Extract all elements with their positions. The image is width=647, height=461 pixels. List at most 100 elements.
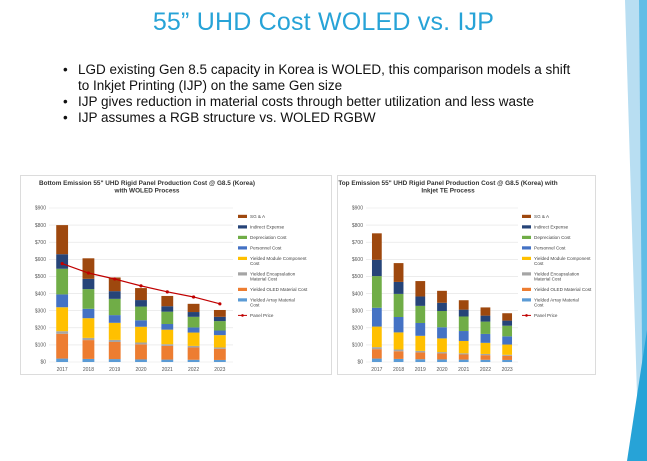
bar-segment [108, 277, 121, 292]
bar-segment [213, 335, 226, 348]
bar-segment [393, 351, 404, 359]
bar-segment [161, 329, 174, 345]
panel-price-point [139, 284, 143, 288]
y-tick-label: $400 [352, 291, 363, 297]
bar-segment [480, 315, 491, 322]
legend-label: Indirect Expense [250, 225, 285, 230]
y-tick-label: $700 [35, 240, 46, 246]
bar-segment [161, 345, 174, 360]
legend-label: Yielded Array Material Cost [250, 298, 295, 308]
chart-title: with WOLED Process [114, 188, 180, 195]
legend-swatch [522, 214, 531, 218]
y-tick-label: $600 [352, 257, 363, 263]
bar-segment [82, 278, 95, 290]
y-tick-label: $400 [35, 291, 46, 297]
y-tick-label: $800 [352, 223, 363, 229]
x-tick-label: 2022 [480, 367, 491, 373]
bar-segment [502, 325, 513, 337]
x-tick-label: 2022 [188, 367, 199, 373]
chart-svg: Bottom Emission 55" UHD Rigid Panel Prod… [35, 180, 308, 373]
y-tick-label: $500 [352, 274, 363, 280]
legend-label: Personnel Cost [250, 246, 282, 251]
bar-segment [393, 349, 404, 352]
bar-segment [393, 293, 404, 317]
y-tick-label: $500 [35, 274, 46, 280]
bar-segment [213, 347, 226, 349]
legend-label-line: Cost [250, 303, 260, 308]
x-tick-label: 2020 [436, 367, 447, 373]
bar-segment [56, 268, 69, 295]
bar-segment [371, 358, 382, 362]
y-tick-label: $300 [35, 308, 46, 314]
bar-segment [393, 358, 404, 362]
bar-segment [161, 311, 174, 325]
bar-segment [458, 300, 469, 310]
bar-segment [108, 341, 121, 360]
legend-swatch [241, 314, 244, 317]
legend-label-line: Cost [534, 303, 544, 308]
ijp-cost-chart: Top Emission 55" UHD Rigid Panel Product… [337, 175, 596, 375]
legend-label: Yielded OLED Material Cost [250, 287, 308, 292]
legend-label-line: Yielded Module Component [250, 256, 307, 261]
bar-segment [371, 349, 382, 359]
chart-title: Bottom Emission 55" UHD Rigid Panel Prod… [39, 180, 255, 187]
bar-segment [161, 306, 174, 312]
bar-segment [480, 342, 491, 354]
bar-segment [437, 359, 447, 362]
bar-segment [502, 354, 513, 356]
x-tick-label: 2021 [458, 367, 469, 373]
bar-segment [480, 321, 491, 334]
bar-segment [437, 352, 447, 354]
legend-label: Personnel Cost [534, 246, 566, 251]
bar-segment [108, 339, 121, 342]
bar-segment [187, 345, 200, 348]
bar-segment [56, 333, 69, 359]
bar-segment [161, 324, 174, 330]
legend-swatch [238, 235, 247, 239]
bar-segment [108, 298, 121, 316]
legend-label-line: Cost [534, 261, 544, 266]
panel-price-point [218, 302, 222, 306]
legend-label-line: Material Cost [250, 277, 278, 282]
bar-segment [480, 353, 491, 356]
legend-swatch [522, 272, 531, 276]
bullet-list: LGD existing Gen 8.5 capacity in Korea i… [60, 62, 580, 126]
bar-segment [480, 355, 491, 360]
y-tick-label: $200 [35, 325, 46, 331]
legend-label-line: Yielded Encapsulation [250, 272, 296, 277]
legend-swatch [522, 287, 531, 291]
legend-label: Yielded Encapsulation Material Cost [250, 272, 296, 282]
bar-segment [458, 316, 469, 332]
legend-swatch [522, 225, 531, 229]
bar-segment [502, 336, 513, 345]
legend-label: Yielded OLED Material Cost [534, 287, 592, 292]
panel-price-point [113, 277, 117, 281]
woled-cost-chart: Bottom Emission 55" UHD Rigid Panel Prod… [20, 175, 332, 375]
bar-segment [415, 359, 426, 362]
bar-segment [213, 348, 226, 360]
bar-segment [56, 358, 69, 362]
x-tick-label: 2018 [83, 367, 94, 373]
bar-segment [458, 331, 469, 341]
bar-segment [161, 359, 174, 362]
legend-label-line: Yielded Array Material [534, 298, 579, 303]
legend-swatch [238, 225, 247, 229]
bar-segment [187, 316, 200, 328]
x-tick-label: 2017 [371, 367, 382, 373]
bar-segment [56, 331, 69, 334]
legend-swatch [238, 287, 247, 291]
legend-swatch [238, 298, 247, 302]
bar-segment [415, 335, 426, 351]
y-tick-label: $100 [352, 343, 363, 349]
bar-segment [458, 340, 469, 354]
bar-segment [458, 353, 469, 355]
legend-label: Yielded Module Component Cost [250, 256, 307, 266]
bar-segment [213, 330, 226, 336]
legend-label: Depreciation Cost [534, 235, 571, 240]
bar-segment [480, 307, 491, 316]
bar-segment [108, 322, 121, 340]
bar-segment [437, 290, 447, 303]
bar-segment [415, 296, 426, 306]
bar-segment [371, 233, 382, 260]
slide-title: 55” UHD Cost WOLED vs. IJP [152, 8, 495, 36]
